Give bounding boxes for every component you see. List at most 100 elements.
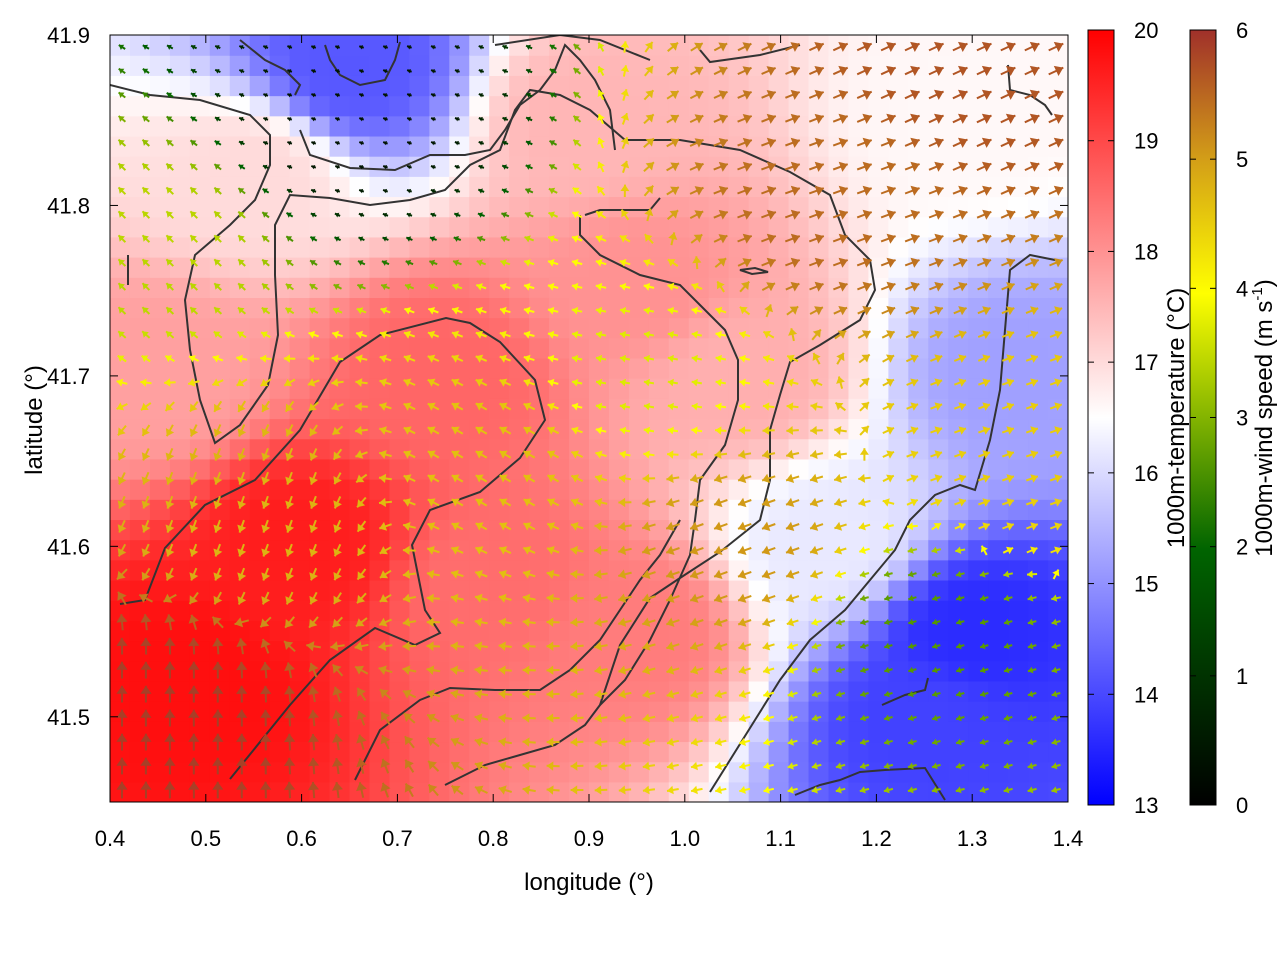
heatmap-cell — [948, 458, 969, 480]
heatmap-cell — [788, 55, 810, 76]
heatmap-cell — [948, 721, 969, 743]
heatmap-cell — [229, 721, 251, 743]
heatmap-cell — [249, 660, 271, 682]
wind-arrow — [450, 593, 464, 603]
wind-arrow — [403, 354, 416, 363]
wind-arrow — [667, 306, 679, 315]
heatmap-cell — [928, 741, 949, 763]
heatmap-cell — [708, 337, 730, 359]
heatmap-cell — [648, 196, 670, 218]
wind-arrow — [236, 709, 248, 727]
heatmap-cell — [269, 579, 291, 601]
heatmap-cell — [748, 781, 770, 802]
heatmap-cell — [269, 216, 291, 238]
heatmap-cell — [888, 781, 909, 802]
wind-arrow — [430, 93, 436, 98]
wind-arrow — [189, 210, 199, 219]
heatmap-cell — [329, 135, 351, 157]
wind-arrow — [713, 90, 728, 100]
heatmap-cell — [549, 357, 570, 379]
wind-arrow — [478, 69, 485, 74]
heatmap-cell — [589, 579, 610, 601]
heatmap-cell — [229, 559, 251, 581]
wind-arrow — [474, 665, 488, 675]
heatmap-cell — [648, 337, 670, 359]
heatmap-cell — [149, 297, 171, 319]
wind-arrow — [739, 785, 751, 794]
heatmap-cell — [648, 55, 670, 76]
wind-arrow — [284, 307, 295, 315]
heatmap-cell — [668, 479, 690, 500]
wind-arrow — [619, 354, 631, 363]
heatmap-cell — [149, 257, 171, 278]
wind-arrow — [260, 354, 272, 363]
heatmap-cell — [329, 721, 351, 743]
wind-arrow — [164, 781, 176, 799]
wind-arrow — [499, 474, 512, 483]
wind-arrow — [547, 235, 559, 243]
heatmap-cell — [1028, 660, 1049, 682]
wind-arrow — [334, 236, 342, 242]
heatmap-cell — [429, 721, 450, 743]
heatmap-cell — [748, 176, 770, 198]
wind-arrow — [212, 733, 224, 751]
wind-arrow — [402, 521, 416, 531]
heatmap-cell — [509, 115, 530, 137]
wind-arrow — [140, 661, 152, 679]
heatmap-cell — [110, 701, 131, 722]
colorbar-tick-label: 4 — [1236, 276, 1248, 301]
y-tick-label: 41.5 — [47, 705, 90, 730]
heatmap-cell — [728, 680, 750, 702]
wind-arrow — [475, 498, 488, 507]
heatmap-cell — [169, 418, 191, 440]
wind-arrow — [427, 474, 440, 483]
wind-arrow — [284, 400, 295, 413]
heatmap-cell — [269, 499, 291, 521]
heatmap-cell — [309, 236, 331, 258]
heatmap-cell — [788, 479, 810, 500]
heatmap-cell — [249, 277, 271, 298]
heatmap-cell — [509, 479, 530, 500]
wind-arrow — [522, 569, 536, 579]
wind-arrow — [189, 258, 199, 267]
heatmap-cell — [249, 257, 271, 278]
heatmap-cell — [469, 600, 490, 621]
wind-arrow — [188, 733, 200, 751]
heatmap-cell — [728, 156, 750, 177]
wind-arrow — [549, 116, 557, 122]
heatmap-cell — [129, 135, 151, 157]
wind-arrow — [404, 735, 415, 749]
heatmap-cell — [229, 216, 251, 238]
wind-arrow — [403, 426, 416, 435]
heatmap-cell — [608, 761, 630, 783]
wind-arrow — [644, 233, 654, 244]
wind-arrow — [451, 402, 464, 411]
wind-arrow — [261, 567, 271, 581]
wind-arrow — [570, 689, 584, 699]
heatmap-cell — [110, 559, 131, 581]
heatmap-cell — [129, 337, 151, 359]
wind-arrow — [140, 757, 152, 775]
heatmap-cell — [589, 357, 610, 379]
heatmap-cell — [429, 418, 450, 440]
heatmap-cell — [848, 781, 870, 802]
wind-arrow — [426, 569, 440, 579]
heatmap-cell — [110, 216, 131, 238]
colorbar-tick-label: 14 — [1134, 682, 1158, 707]
heatmap-cell — [509, 418, 530, 440]
heatmap-cell — [449, 297, 470, 319]
wind-arrow — [379, 688, 392, 700]
heatmap-cell — [728, 600, 750, 621]
wind-arrow — [714, 665, 728, 675]
heatmap-cell — [409, 357, 430, 379]
heatmap-cell — [928, 75, 949, 97]
heatmap-cell — [948, 579, 969, 601]
wind-arrow — [287, 45, 293, 50]
heatmap-cell — [1008, 620, 1029, 642]
heatmap-cell — [489, 458, 510, 480]
wind-arrow — [499, 378, 512, 387]
wind-arrow — [642, 617, 656, 627]
heatmap-cell — [628, 398, 650, 420]
heatmap-cell — [269, 660, 291, 682]
heatmap-cell — [529, 559, 550, 581]
